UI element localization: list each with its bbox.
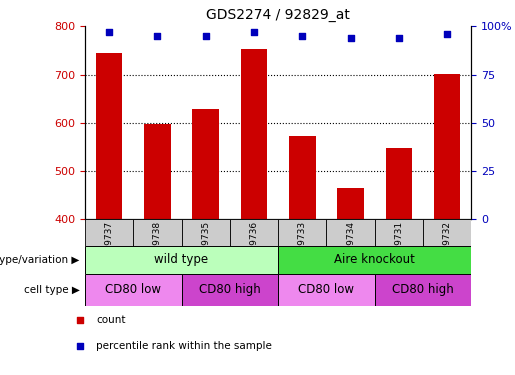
Point [250, 29, 258, 35]
Text: CD80 low: CD80 low [298, 283, 354, 296]
Text: count: count [96, 315, 126, 324]
Bar [375, 274, 471, 306]
Point [394, 35, 403, 41]
Text: genotype/variation ▶: genotype/variation ▶ [0, 255, 80, 265]
Bar [375, 219, 423, 246]
Bar [423, 219, 471, 246]
Bar [85, 274, 182, 306]
Title: GDS2274 / 92829_at: GDS2274 / 92829_at [206, 9, 350, 22]
Bar [434, 74, 460, 219]
Bar [182, 219, 230, 246]
Bar [182, 274, 278, 306]
Bar [327, 219, 375, 246]
Bar [241, 50, 267, 219]
Bar [85, 219, 133, 246]
Text: percentile rank within the sample: percentile rank within the sample [96, 341, 272, 351]
Text: GSM49735: GSM49735 [201, 220, 210, 270]
Point [201, 33, 210, 39]
Bar [386, 148, 412, 219]
Text: wild type: wild type [154, 253, 209, 266]
Bar [133, 219, 182, 246]
Text: CD80 high: CD80 high [392, 283, 454, 296]
Point [76, 343, 84, 349]
Text: CD80 low: CD80 low [105, 283, 161, 296]
Bar [230, 219, 278, 246]
Bar [193, 109, 219, 219]
Bar [289, 136, 316, 219]
Bar [278, 219, 327, 246]
Bar [96, 53, 123, 219]
Bar [278, 274, 375, 306]
Text: Aire knockout: Aire knockout [334, 253, 415, 266]
Bar [278, 246, 471, 274]
Text: GSM49737: GSM49737 [105, 220, 114, 270]
Text: GSM49734: GSM49734 [346, 220, 355, 270]
Point [105, 29, 113, 35]
Point [76, 316, 84, 322]
Point [298, 33, 306, 39]
Point [153, 33, 162, 39]
Text: GSM49738: GSM49738 [153, 220, 162, 270]
Bar [337, 188, 364, 219]
Point [347, 35, 355, 41]
Bar [144, 124, 170, 219]
Text: GSM49733: GSM49733 [298, 220, 307, 270]
Text: CD80 high: CD80 high [199, 283, 261, 296]
Text: cell type ▶: cell type ▶ [24, 285, 80, 295]
Text: GSM49736: GSM49736 [249, 220, 259, 270]
Bar [85, 246, 278, 274]
Point [443, 31, 451, 37]
Text: GSM49732: GSM49732 [442, 220, 452, 270]
Text: GSM49731: GSM49731 [394, 220, 403, 270]
